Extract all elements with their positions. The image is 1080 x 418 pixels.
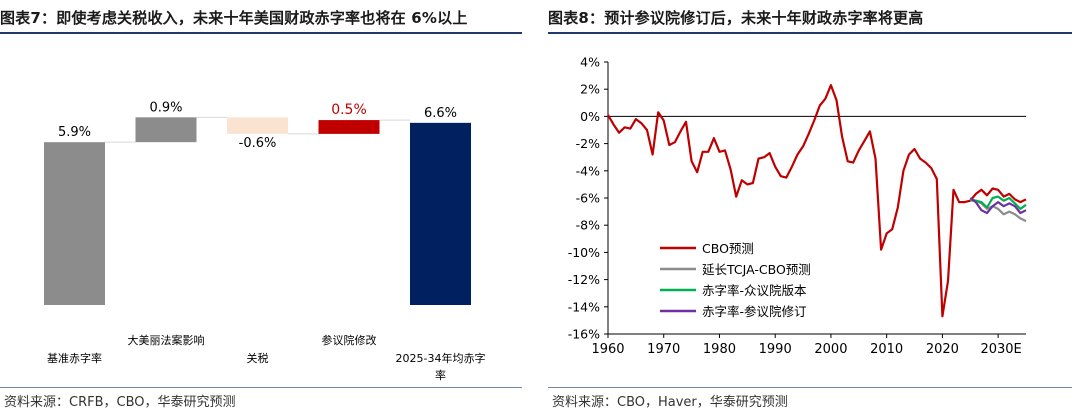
waterfall-data-label: 6.6%	[424, 106, 457, 121]
legend-label: CBO预测	[702, 241, 754, 256]
series-line	[969, 197, 1027, 215]
right-figure-title-text: 预计参议院修订后，未来十年财政赤字率将更高	[604, 9, 924, 27]
y-tick-label: -2%	[576, 136, 600, 151]
left-source-note: 资料来源：CRFB，CBO，华泰研究预测	[4, 395, 236, 410]
series-line	[607, 83, 1027, 318]
left-figure: 图表7：即使考虑关税收入，未来十年美国财政赤字率也将在 6%以上 5.9% 基准赤…	[0, 7, 522, 410]
left-figure-title-text: 即使考虑关税收入，未来十年美国财政赤字率也将在 6%以上	[56, 9, 468, 27]
x-tick-label: 2030E	[980, 342, 1021, 357]
left-figure-label: 图表7：	[0, 9, 57, 27]
waterfall-bar	[44, 142, 105, 305]
x-tick-label: 2010	[870, 342, 903, 357]
waterfall-data-label: 0.5%	[331, 102, 367, 118]
y-tick-label: -10%	[568, 245, 600, 260]
waterfall-data-label: 0.9%	[149, 100, 182, 115]
y-tick-label: 2%	[580, 82, 600, 97]
right-title-rule	[548, 32, 1072, 34]
right-figure-label: 图表8：	[548, 9, 605, 27]
waterfall-bar	[410, 122, 471, 305]
y-tick-label: -14%	[568, 299, 600, 314]
x-tick-label: 2020	[926, 342, 959, 357]
waterfall-bar	[135, 117, 197, 143]
y-tick-label: -16%	[568, 327, 600, 342]
right-figure: 图表8：预计参议院修订后，未来十年财政赤字率将更高 -16% -14% -12% -1…	[548, 0, 1080, 418]
x-tick-label: 1980	[703, 342, 736, 357]
waterfall-category-label: 2025-34年均赤字	[396, 351, 486, 365]
x-tick-label: 1990	[759, 342, 792, 357]
left-figure-title: 图表7：即使考虑关税收入，未来十年美国财政赤字率也将在 6%以上	[0, 7, 468, 28]
x-tick-label: 2000	[814, 342, 847, 357]
y-tick-label: -4%	[576, 163, 600, 178]
waterfall-category-label: 率	[435, 368, 446, 382]
right-source-note: 资料来源：CBO，Haver，华泰研究预测	[552, 395, 788, 410]
waterfall-chart: 5.9% 基准赤字率 0.9% 大美丽法案影响 -0.6% 关税 0.5% 参议院修改 6.6%…	[44, 100, 486, 382]
legend-label: 赤字率-众议院版本	[702, 283, 807, 298]
y-tick-label: 0%	[580, 109, 600, 124]
left-source-rule	[0, 387, 522, 388]
right-figure-title: 图表8：预计参议院修订后，未来十年财政赤字率将更高	[548, 7, 923, 28]
x-tick-label: 1970	[647, 342, 680, 357]
right-source-rule	[548, 387, 1072, 388]
waterfall-data-label: 5.9%	[58, 125, 91, 140]
waterfall-category-label: 参议院修改	[322, 333, 377, 347]
y-tick-label: 4%	[580, 55, 600, 70]
y-tick-label: -8%	[576, 218, 600, 233]
legend-label: 延长TCJA-CBO预测	[702, 262, 811, 277]
legend-label: 赤字率-参议院修订	[702, 304, 807, 319]
left-title-rule	[0, 32, 522, 34]
series-line	[970, 195, 1027, 210]
deficit-line-chart: -16% -14% -12% -10% -8% -6% -4% -2% 0% 2% 4% 1960 19…	[568, 55, 1027, 357]
waterfall-category-label: 关税	[247, 351, 269, 365]
y-tick-label: -12%	[568, 272, 600, 287]
y-tick-label: -6%	[576, 191, 600, 206]
waterfall-bar	[227, 117, 288, 134]
waterfall-bar	[318, 120, 380, 134]
x-tick-label: 1960	[591, 342, 624, 357]
waterfall-data-label: -0.6%	[239, 136, 277, 151]
waterfall-category-label: 基准赤字率	[47, 351, 102, 365]
waterfall-category-label: 大美丽法案影响	[128, 333, 205, 347]
